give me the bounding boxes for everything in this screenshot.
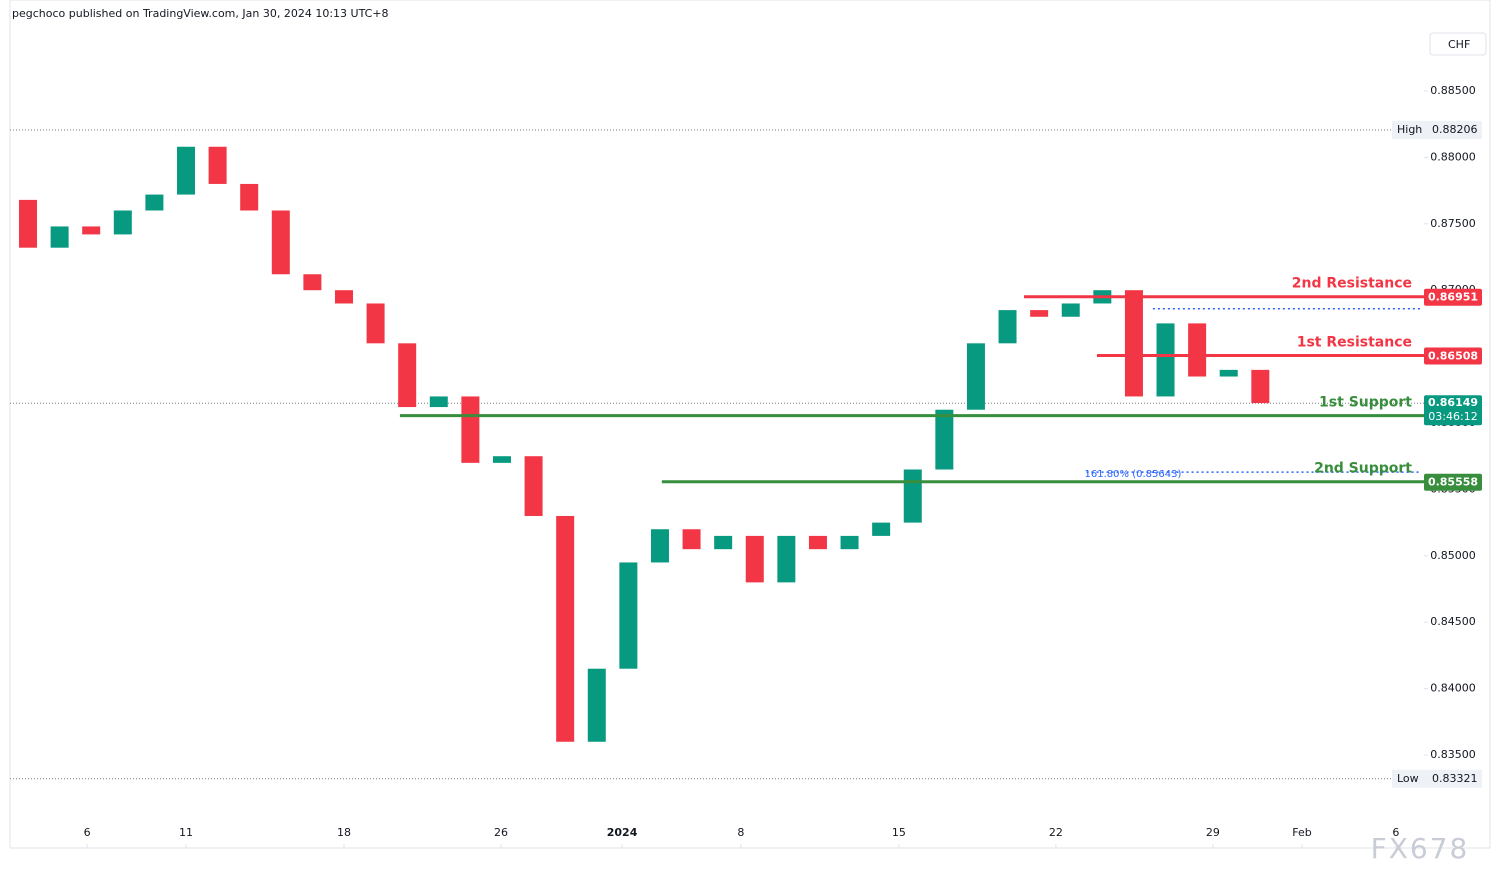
last-price-tag (1424, 395, 1482, 426)
x-tick-label: 22 (1049, 826, 1063, 839)
candle-body (176, 146, 195, 195)
level-tag (1424, 473, 1482, 491)
currency-box[interactable] (1429, 32, 1487, 56)
x-tick-label: 6 (1392, 826, 1399, 839)
candle-body (998, 310, 1017, 344)
last-price-value: 0.86149 (1428, 396, 1478, 409)
high-value: 0.88206 (1432, 123, 1478, 136)
candle-body (1188, 323, 1207, 377)
candle-body (556, 515, 575, 742)
candle-body (903, 469, 922, 523)
level-tag (1424, 288, 1482, 306)
candle-body (745, 535, 764, 583)
candle-body (587, 668, 606, 742)
candle-body (429, 396, 448, 408)
x-tick-label: 2024 (607, 826, 638, 839)
high-tag (1392, 121, 1482, 140)
y-tick-label: 0.88000 (1430, 150, 1476, 163)
candle-body (1030, 310, 1049, 317)
level-name: 1st Support (1319, 395, 1412, 411)
candle-body (808, 535, 827, 550)
candle-body (113, 210, 132, 235)
candle-body (366, 303, 385, 344)
candle-body (714, 535, 733, 550)
fib-label: 161.80% (0.85643) (1085, 469, 1182, 480)
y-tick-label: 0.84500 (1430, 615, 1476, 628)
x-tick-label: 15 (892, 826, 906, 839)
candle-body (966, 343, 985, 410)
candle-body (872, 522, 891, 536)
candle-body (1124, 290, 1143, 397)
x-tick-label: 6 (84, 826, 91, 839)
candle-body (398, 343, 417, 408)
y-tick-label: 0.88500 (1430, 84, 1476, 97)
y-tick-label: 0.85000 (1430, 549, 1476, 562)
y-tick-label: 0.84000 (1430, 682, 1476, 695)
x-tick-label: 18 (337, 826, 351, 839)
y-tick-label: 0.87500 (1430, 217, 1476, 230)
candle-body (492, 456, 511, 463)
level-name: 2nd Resistance (1292, 276, 1412, 292)
level-value: 0.85558 (1428, 476, 1478, 489)
x-tick-label: 29 (1206, 826, 1220, 839)
candle-body (461, 396, 480, 463)
level-value: 0.86951 (1428, 291, 1478, 304)
candle-body (619, 562, 638, 669)
candle-body (19, 199, 38, 248)
byline: pegchoco published on TradingView.com, J… (12, 7, 389, 20)
level-tag (1424, 347, 1482, 365)
candle-body (840, 535, 859, 550)
candle-body (50, 226, 69, 248)
candle-body (682, 529, 701, 550)
candle-body (935, 409, 954, 470)
level-name: 2nd Support (1314, 461, 1412, 477)
countdown: 03:46:12 (1428, 410, 1477, 423)
level-name: 1st Resistance (1297, 335, 1412, 351)
candle-body (1061, 303, 1080, 317)
x-tick-label: 8 (737, 826, 744, 839)
candle-body (1219, 369, 1238, 377)
candle-body (82, 226, 101, 235)
candle-body (1156, 323, 1175, 397)
candle-body (145, 194, 164, 211)
candle-body (303, 274, 322, 291)
candle-body (334, 290, 353, 304)
candle-body (777, 535, 796, 583)
candle-body (271, 210, 290, 275)
high-name: High (1397, 123, 1422, 136)
candle-body (1251, 369, 1270, 404)
low-tag (1392, 769, 1482, 788)
low-name: Low (1397, 772, 1419, 785)
y-tick-label: 0.83500 (1430, 748, 1476, 761)
candle-body (650, 529, 669, 563)
watermark: FX678 (1371, 832, 1470, 865)
low-value: 0.83321 (1432, 772, 1478, 785)
currency[interactable]: CHF (1448, 38, 1470, 51)
x-tick-label: Feb (1292, 826, 1311, 839)
candle-body (240, 183, 259, 211)
candle-body (208, 146, 227, 184)
level-value: 0.86508 (1428, 350, 1478, 363)
x-tick-label: 26 (494, 826, 508, 839)
candle-body (524, 456, 543, 516)
frame (9, 0, 1491, 849)
x-tick-label: 11 (179, 826, 193, 839)
